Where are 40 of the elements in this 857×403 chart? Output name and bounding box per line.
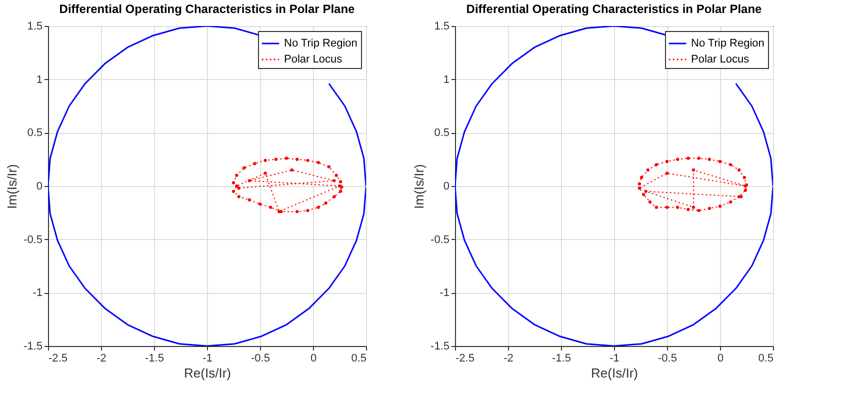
y-tick-label: -1 [440, 287, 450, 300]
legend-label: Polar Locus [691, 54, 750, 66]
chart-title: Differential Operating Characteristics in Polar Plane [466, 2, 762, 16]
legend-label: Polar Locus [284, 54, 343, 66]
x-tick-label: -1 [610, 352, 620, 364]
x-tick-label: -0.5 [251, 352, 270, 364]
x-tick-label: -2 [504, 352, 514, 364]
x-tick-label: -1 [202, 352, 212, 364]
x-tick-label: 0 [717, 352, 724, 364]
y-tick-label: -0.5 [24, 234, 42, 246]
x-tick-label: -2 [96, 352, 106, 364]
line-series [638, 156, 748, 212]
y-tick-label: 0 [443, 180, 450, 192]
legend-label: No Trip Region [284, 38, 358, 50]
legend-label: No Trip Region [691, 38, 764, 50]
x-tick-label: 0.5 [758, 352, 774, 364]
line-series [232, 156, 344, 214]
y-tick-label: -1 [32, 287, 42, 300]
x-tick-label: 0.5 [351, 352, 366, 364]
y-tick-label: -1.5 [430, 340, 450, 352]
y-tick-label: 0.5 [434, 127, 450, 140]
y-tick-label: 0.5 [27, 127, 42, 140]
y-tick-label: -1.5 [24, 340, 42, 352]
x-axis-title: Re(Is/Ir) [184, 366, 231, 380]
y-tick-label: 1 [36, 74, 42, 86]
chart-title: Differential Operating Characteristics in Polar Plane [59, 2, 356, 16]
x-tick-label: -0.5 [658, 352, 677, 364]
x-tick-label: -1.5 [552, 352, 571, 364]
x-axis-title: Re(Is/Ir) [591, 366, 638, 380]
y-tick-label: 0 [36, 180, 42, 192]
x-tick-label: -2.5 [456, 352, 474, 364]
y-tick-label: 1.5 [27, 20, 42, 32]
y-tick-label: 1.5 [434, 20, 450, 32]
x-tick-label: -2.5 [48, 352, 68, 364]
y-tick-label: 1 [443, 74, 450, 86]
x-tick-label: 0 [310, 352, 317, 364]
y-axis-title: Im(Is/Ir) [412, 164, 427, 209]
y-tick-label: -0.5 [430, 234, 450, 246]
x-tick-label: -1.5 [145, 352, 164, 364]
y-axis-title: Im(Is/Ir) [4, 164, 20, 209]
